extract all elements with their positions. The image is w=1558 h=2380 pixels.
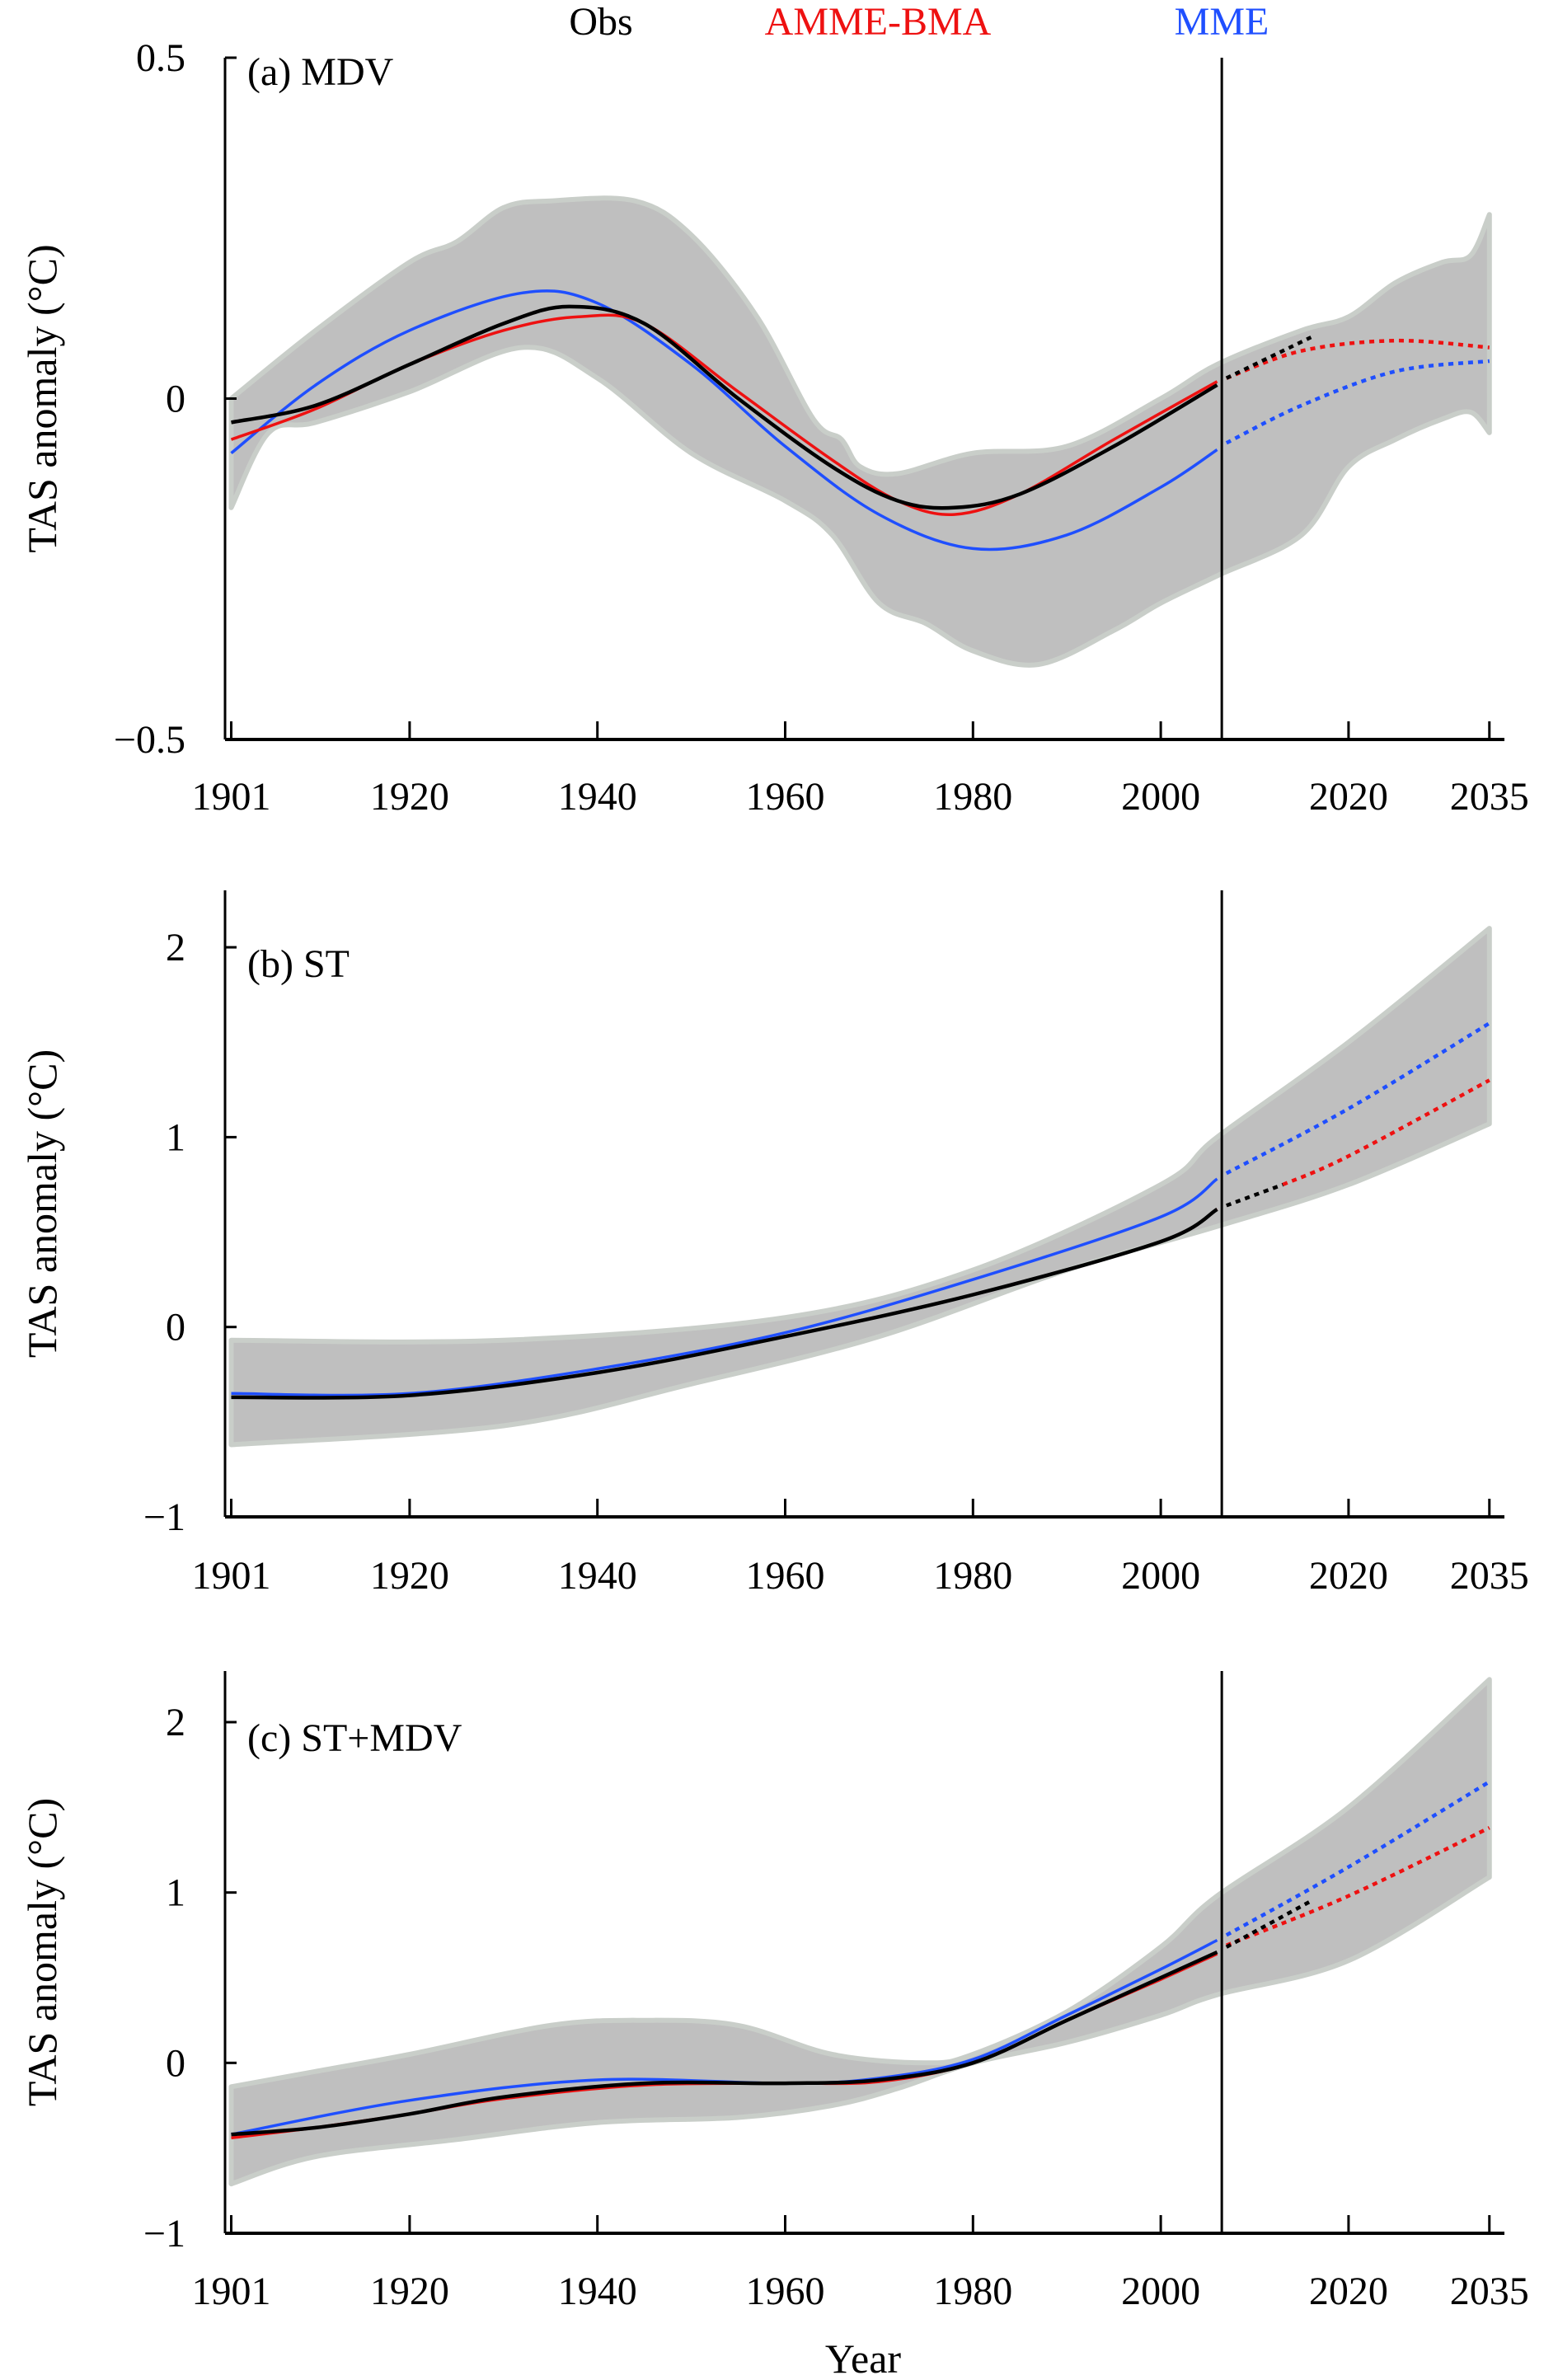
x-tick-label: 1920	[370, 2270, 449, 2313]
panel-b: 1901 1920 1940 1960 1980 2000 2020 2035 2 1 0 −1 (b)…	[19, 890, 1529, 1598]
legend-obs: Obs	[569, 0, 632, 44]
x-tick-label: 2020	[1309, 775, 1388, 819]
x-axis-label: Year	[825, 2335, 901, 2380]
series-mme-historical	[230, 289, 1218, 552]
y-tick-label: 0	[166, 378, 185, 421]
x-tick-label: 2020	[1309, 2270, 1388, 2313]
x-tick-label: 1940	[558, 1554, 637, 1598]
series-obs-projection	[1226, 1182, 1283, 1208]
panel-c: 1901 1920 1940 1960 1980 2000 2020 2035 2 1 0 −1 (c)…	[19, 1671, 1529, 2380]
series-amme-bma-projection	[1282, 1078, 1490, 1187]
x-tick-label: 1960	[746, 1554, 825, 1598]
y-tick-label: 2	[166, 926, 185, 969]
y-tick-label: 0	[166, 2041, 185, 2085]
y-tick-label: 1	[166, 1871, 185, 1915]
panel-title: (c) ST+MDV	[247, 1716, 462, 1760]
x-tick-label: 1980	[933, 775, 1012, 819]
y-tick-label: −1	[143, 1495, 185, 1539]
x-tick-label: 2035	[1450, 1554, 1529, 1598]
x-tick-label: 2035	[1450, 775, 1529, 819]
x-tick-label: 1901	[192, 2270, 271, 2313]
y-tick-label: 0	[166, 1306, 185, 1350]
legend: Obs AMME-BMA MME	[569, 0, 1269, 44]
legend-amme-bma: AMME-BMA	[765, 0, 992, 44]
x-tick-label: 1980	[933, 1554, 1012, 1598]
y-tick-label: 0.5	[136, 36, 185, 80]
x-tick-label: 2035	[1450, 2270, 1529, 2313]
x-tick-label: 2000	[1121, 1554, 1200, 1598]
series-mme-historical	[231, 1177, 1218, 1397]
legend-mme: MME	[1175, 0, 1269, 44]
uncertainty-band	[228, 926, 1492, 1448]
x-tick-label: 1901	[192, 1554, 271, 1598]
series-mme-projection	[1225, 1780, 1490, 1937]
y-tick-label: −1	[143, 2212, 185, 2256]
y-axis-label: TAS anomaly (°C)	[19, 244, 65, 552]
series-obs-historical	[231, 304, 1218, 510]
y-axis-label: TAS anomaly (°C)	[19, 1798, 65, 2106]
series-mme-projection	[1225, 359, 1490, 445]
panel-title: (a) MDV	[247, 50, 394, 94]
x-tick-label: 1940	[558, 2270, 637, 2313]
x-tick-label: 1920	[370, 1554, 449, 1598]
x-tick-label: 1960	[746, 775, 825, 819]
y-tick-label: 1	[166, 1115, 185, 1159]
x-tick-label: 1920	[370, 775, 449, 819]
panel-title: (b) ST	[247, 942, 350, 986]
series-obs-projection	[1225, 1899, 1312, 1949]
uncertainty-band	[228, 195, 1492, 668]
x-tick-label: 2000	[1121, 775, 1200, 819]
x-tick-label: 2020	[1309, 1554, 1388, 1598]
panel-a: 1901 1920 1940 1960 1980 2000 2020 2035 0.5 0 −0.5…	[19, 36, 1529, 819]
y-axis-label: TAS anomaly (°C)	[19, 1049, 65, 1358]
series-amme-bma-projection	[1226, 338, 1490, 380]
series-obs-historical	[231, 1207, 1218, 1400]
y-tick-label: 2	[166, 1701, 185, 1744]
uncertainty-band	[228, 1677, 1492, 2187]
series-amme-bma-projection	[1225, 1826, 1490, 1947]
x-tick-label: 1980	[933, 2270, 1012, 2313]
series-obs-historical	[231, 1950, 1218, 2137]
y-tick-label: −0.5	[114, 718, 185, 762]
x-tick-label: 1940	[558, 775, 637, 819]
x-tick-label: 1901	[192, 775, 271, 819]
x-tick-label: 1960	[746, 2270, 825, 2313]
x-tick-label: 2000	[1121, 2270, 1200, 2313]
